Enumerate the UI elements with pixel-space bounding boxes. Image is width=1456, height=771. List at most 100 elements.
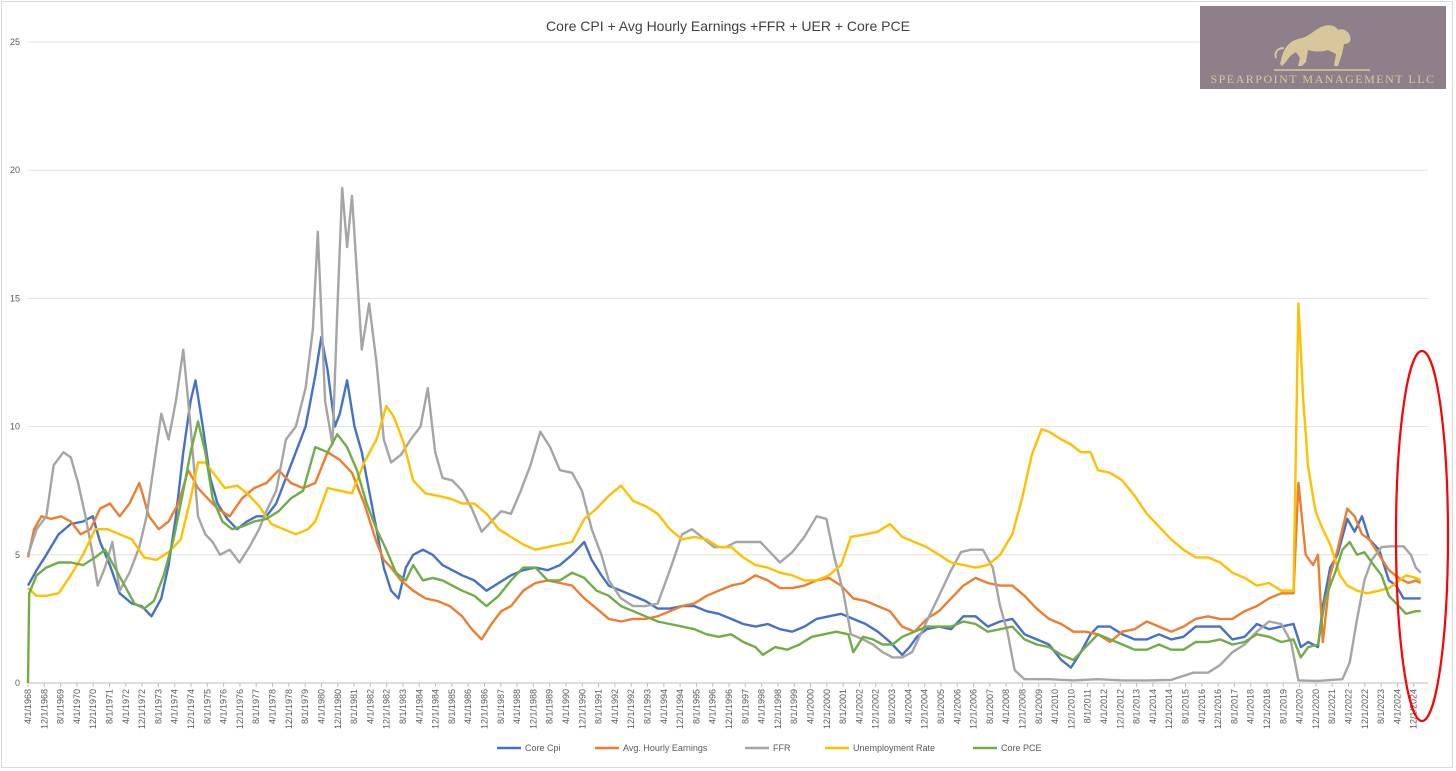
x-tick-label: 4/1/2010 <box>1050 689 1060 724</box>
x-axis-ticks: 4/1/1968 12/1/1968 8/1/1969 4/1/1970 12/1/19… <box>23 683 1419 729</box>
y-tick-label: 0 <box>15 678 20 688</box>
legend-label: Core PCE <box>1001 743 1042 753</box>
x-tick-label: 8/1/1981 <box>349 689 359 724</box>
x-tick-label: 12/1/2010 <box>1066 689 1076 729</box>
x-tick-label: 4/1/2002 <box>854 689 864 724</box>
y-tick-label: 10 <box>10 422 20 432</box>
x-tick-label: 4/1/2008 <box>1001 689 1011 724</box>
legend-label: FFR <box>773 743 791 753</box>
x-tick-label: 12/1/2004 <box>920 689 930 729</box>
x-tick-label: 8/1/2015 <box>1180 689 1190 724</box>
x-tick-label: 8/1/1977 <box>251 689 261 724</box>
x-tick-label: 4/1/2022 <box>1344 689 1354 724</box>
x-tick-label: 4/1/1988 <box>512 689 522 724</box>
x-tick-label: 12/1/1974 <box>186 689 196 729</box>
x-tick-label: 12/1/2000 <box>822 689 832 729</box>
x-tick-label: 4/1/1990 <box>561 689 571 724</box>
x-tick-label: 12/1/2018 <box>1262 689 1272 729</box>
highlight-ellipse <box>1394 349 1450 723</box>
x-tick-label: 8/1/1987 <box>496 689 506 724</box>
x-tick-label: 4/1/2016 <box>1197 689 1207 724</box>
y-tick-label: 25 <box>10 37 20 47</box>
x-tick-label: 4/1/1984 <box>414 689 424 724</box>
x-tick-label: 12/1/2014 <box>1164 689 1174 729</box>
x-tick-label: 4/1/1996 <box>708 689 718 724</box>
x-tick-label: 8/1/2001 <box>838 689 848 724</box>
x-tick-label: 8/1/2013 <box>1132 689 1142 724</box>
series-line-ffr <box>26 186 1422 683</box>
grid-lines <box>28 41 1428 684</box>
series-line-unemployment-rate <box>27 302 1422 597</box>
series-lines <box>26 186 1422 684</box>
lion-icon <box>1274 25 1370 71</box>
x-tick-label: 8/1/1985 <box>447 689 457 724</box>
x-tick-label: 4/1/1992 <box>610 689 620 724</box>
x-tick-label: 12/1/1994 <box>675 689 685 729</box>
y-tick-label: 15 <box>10 293 20 303</box>
x-tick-label: 4/1/1998 <box>757 689 767 724</box>
x-tick-label: 12/1/2008 <box>1017 689 1027 729</box>
x-tick-label: 12/1/1968 <box>39 689 49 729</box>
x-tick-label: 12/1/1990 <box>577 689 587 729</box>
x-tick-label: 8/1/2003 <box>887 689 897 724</box>
x-tick-label: 8/1/1969 <box>56 689 66 724</box>
legend-label: Core Cpi <box>525 743 561 753</box>
x-tick-label: 8/1/2011 <box>1083 689 1093 723</box>
x-tick-label: 8/1/1979 <box>300 689 310 724</box>
x-tick-label: 4/1/1974 <box>170 689 180 724</box>
x-tick-label: 4/1/2020 <box>1295 689 1305 724</box>
x-tick-label: 8/1/1983 <box>398 689 408 724</box>
x-tick-label: 4/1/2006 <box>952 689 962 724</box>
x-tick-label: 12/1/1976 <box>235 689 245 729</box>
series-line-avg-hourly-earnings <box>26 451 1422 644</box>
x-tick-label: 4/1/2014 <box>1148 689 1158 724</box>
x-tick-label: 8/1/2023 <box>1376 689 1386 724</box>
y-tick-label: 20 <box>10 165 20 175</box>
x-tick-label: 4/1/2012 <box>1099 689 1109 724</box>
x-tick-label: 8/1/1999 <box>789 689 799 724</box>
x-tick-label: 8/1/2021 <box>1327 689 1337 724</box>
x-tick-label: 8/1/1993 <box>643 689 653 724</box>
x-tick-label: 8/1/1975 <box>202 689 212 724</box>
x-tick-label: 4/1/1976 <box>219 689 229 724</box>
x-tick-label: 8/1/1973 <box>153 689 163 724</box>
x-tick-label: 12/1/2020 <box>1311 689 1321 729</box>
x-tick-label: 12/1/1970 <box>88 689 98 729</box>
company-logo: SPEARPOINT MANAGEMENT LLC <box>1200 6 1446 89</box>
x-tick-label: 8/1/2017 <box>1229 689 1239 724</box>
x-tick-label: 8/1/2009 <box>1034 689 1044 724</box>
x-tick-label: 12/1/1978 <box>284 689 294 729</box>
y-axis-ticks: 0 5 10 15 20 25 <box>10 37 20 688</box>
x-tick-label: 4/1/1986 <box>463 689 473 724</box>
x-tick-label: 4/1/2018 <box>1246 689 1256 724</box>
x-tick-label: 12/1/1972 <box>137 689 147 729</box>
x-tick-label: 8/1/1991 <box>594 689 604 724</box>
x-tick-label: 4/1/1978 <box>268 689 278 724</box>
legend-label: Unemployment Rate <box>853 743 935 753</box>
x-tick-label: 8/1/1971 <box>105 689 115 724</box>
legend-label: Avg. Hourly Earnings <box>623 743 708 753</box>
x-tick-label: 8/1/1997 <box>740 689 750 724</box>
x-tick-label: 4/1/1980 <box>316 689 326 724</box>
x-tick-label: 12/1/1980 <box>333 689 343 729</box>
x-tick-label: 12/1/1992 <box>626 689 636 729</box>
series-line-core-pce <box>26 420 1421 684</box>
x-tick-label: 4/1/1982 <box>365 689 375 724</box>
x-tick-label: 4/1/2004 <box>903 689 913 724</box>
chart-title: Core CPI + Avg Hourly Earnings +FFR + UE… <box>546 18 910 34</box>
x-tick-label: 4/1/1970 <box>72 689 82 724</box>
x-tick-label: 8/1/2019 <box>1278 689 1288 724</box>
x-tick-label: 4/1/1972 <box>121 689 131 724</box>
x-tick-label: 12/1/1982 <box>382 689 392 729</box>
x-tick-label: 12/1/2022 <box>1360 689 1370 729</box>
x-tick-label: 12/1/2006 <box>969 689 979 729</box>
x-tick-label: 12/1/2012 <box>1115 689 1125 729</box>
x-tick-label: 4/1/1968 <box>23 689 33 724</box>
x-tick-label: 4/1/2000 <box>806 689 816 724</box>
x-tick-label: 12/1/1986 <box>479 689 489 729</box>
x-tick-label: 4/1/1994 <box>659 689 669 724</box>
x-tick-label: 12/1/2016 <box>1213 689 1223 729</box>
x-tick-label: 12/1/1988 <box>528 689 538 729</box>
